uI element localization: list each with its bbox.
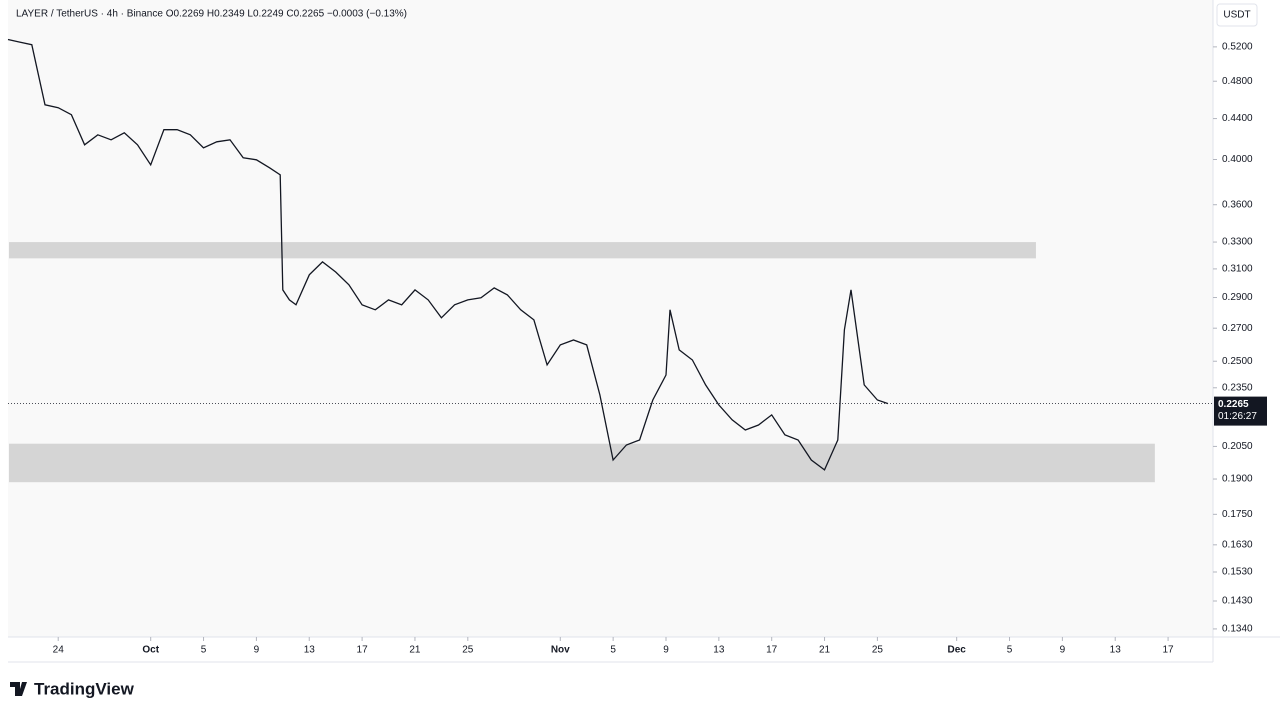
x-tick-label: 13 xyxy=(1110,645,1122,656)
zone xyxy=(9,443,1155,483)
x-tick-label: 9 xyxy=(254,645,260,656)
zone xyxy=(9,242,1036,259)
brand: TradingView xyxy=(34,679,135,698)
x-tick-label: 13 xyxy=(713,645,725,656)
y-tick-label: 0.2900 xyxy=(1222,292,1253,303)
y-tick-label: 0.1530 xyxy=(1222,567,1253,578)
x-tick-label: 21 xyxy=(409,645,421,656)
y-tick-label: 0.4800 xyxy=(1222,76,1253,87)
x-tick-label: 5 xyxy=(201,645,207,656)
x-tick-label: 13 xyxy=(304,645,316,656)
x-tick-label: 25 xyxy=(872,645,884,656)
x-tick-label: 17 xyxy=(766,645,778,656)
x-tick-label: 25 xyxy=(462,645,474,656)
y-tick-label: 0.4000 xyxy=(1222,154,1253,165)
countdown: 01:26:27 xyxy=(1218,411,1257,422)
last-price-label: 0.2265 xyxy=(1218,399,1249,410)
x-tick-label: 17 xyxy=(1163,645,1175,656)
y-tick-label: 0.1430 xyxy=(1222,596,1253,607)
y-tick-label: 0.2700 xyxy=(1222,323,1253,334)
y-tick-label: 0.3600 xyxy=(1222,199,1253,210)
x-tick-label: 17 xyxy=(357,645,369,656)
last-price-box xyxy=(1214,396,1267,426)
x-tick-label: 5 xyxy=(610,645,616,656)
logo[interactable]: TradingView xyxy=(10,679,135,698)
x-tick-label: 5 xyxy=(1007,645,1013,656)
logo-icon xyxy=(10,682,27,696)
price-line xyxy=(7,38,889,471)
header: LAYER / TetherUS · 4h · Binance O0.2269 … xyxy=(16,9,407,20)
y-tick-label: 0.1340 xyxy=(1222,624,1253,635)
y-tick-label: 0.3300 xyxy=(1222,237,1253,248)
x-tick-label: Oct xyxy=(142,645,159,656)
x-tick-label: 9 xyxy=(663,645,669,656)
y-tick-label: 0.1900 xyxy=(1222,474,1253,485)
y-tick-label: 0.5200 xyxy=(1222,42,1253,53)
x-tick-label: 24 xyxy=(53,645,65,656)
y-tick-label: 0.1750 xyxy=(1222,509,1253,520)
y-tick-label: 0.4400 xyxy=(1222,113,1253,124)
currency[interactable]: USDT xyxy=(1223,10,1250,21)
x-tick-label: 9 xyxy=(1060,645,1066,656)
plot-area xyxy=(8,0,1213,637)
y-tick-label: 0.2350 xyxy=(1222,382,1253,393)
currency-box[interactable] xyxy=(1216,3,1258,27)
y-tick-label: 0.2050 xyxy=(1222,441,1253,452)
y-tick-label: 0.2500 xyxy=(1222,356,1253,367)
x-tick-label: Nov xyxy=(551,645,570,656)
y-tick-label: 0.1630 xyxy=(1222,539,1253,550)
x-tick-label: 21 xyxy=(819,645,831,656)
y-tick-label: 0.3100 xyxy=(1222,264,1253,275)
x-tick-label: Dec xyxy=(947,645,966,656)
